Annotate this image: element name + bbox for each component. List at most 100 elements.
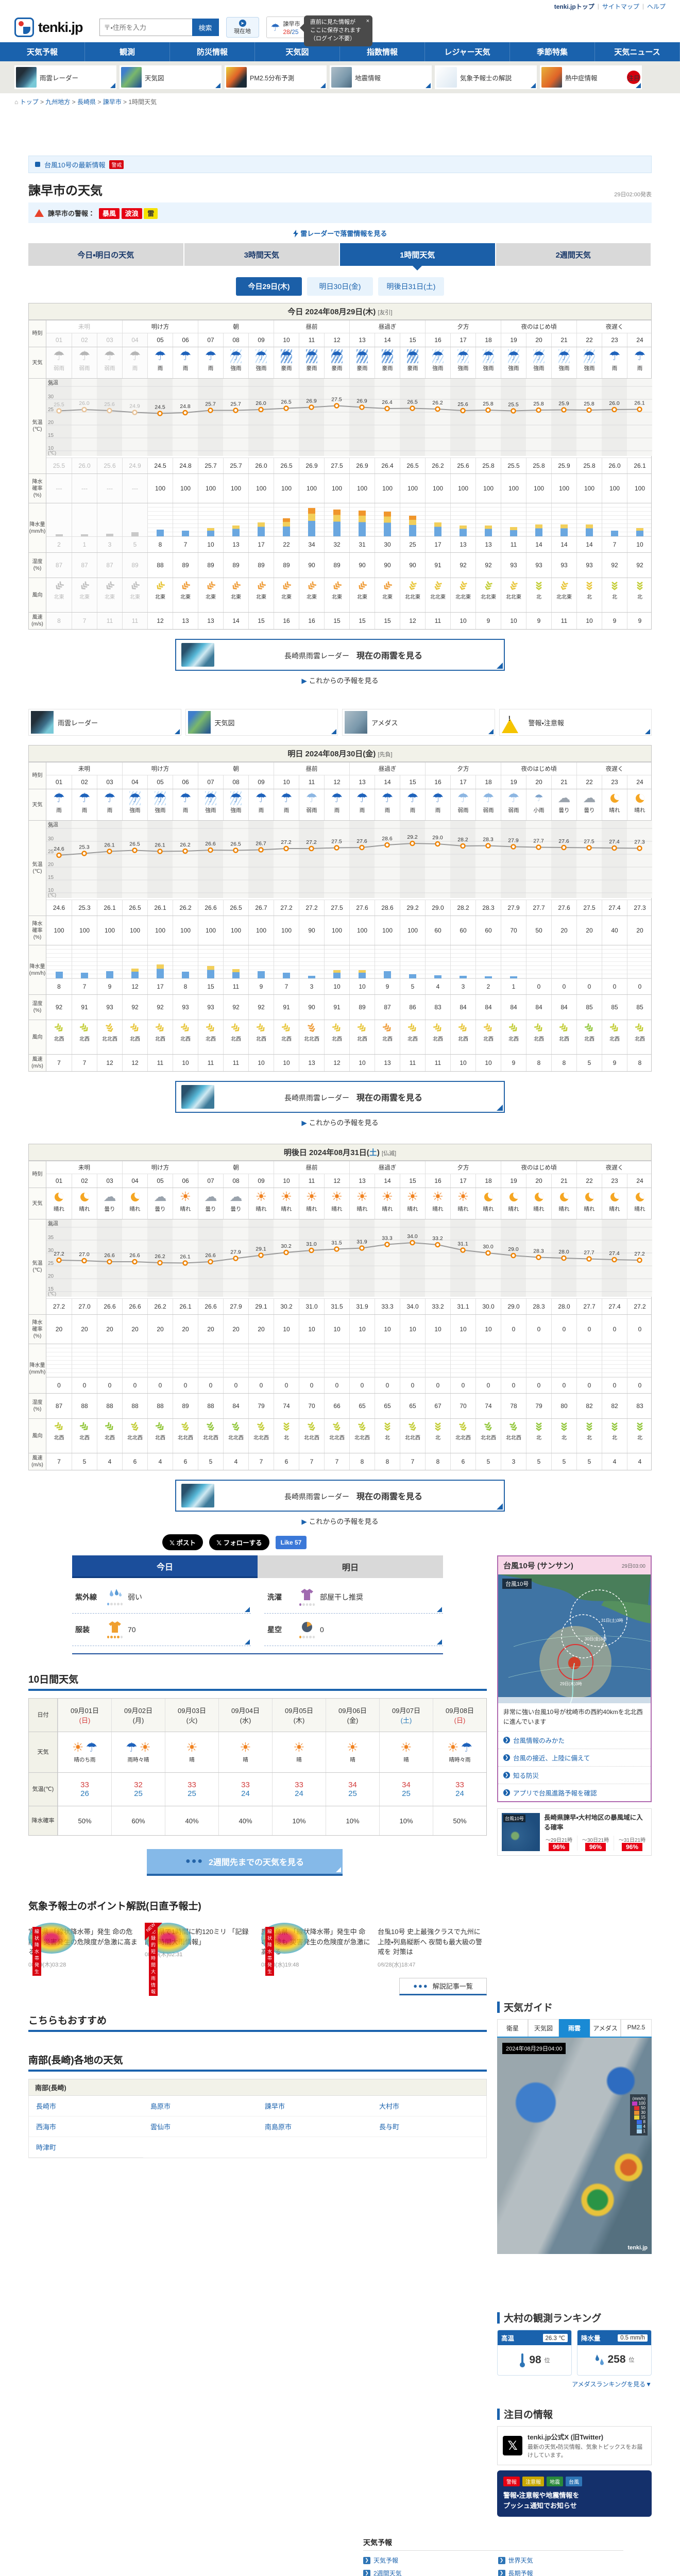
x-follow-button[interactable]: 𝕏 フォローする (209, 1534, 269, 1550)
quicklink-天気図[interactable]: 天気図 (185, 709, 338, 736)
guide-tab-アメダス[interactable]: アメダス (590, 2019, 621, 2037)
city-link-雲仙市[interactable]: 雲仙市 (143, 2116, 258, 2137)
shortcut-card[interactable]: 気象予報士の解説 (435, 65, 537, 89)
ranking-card-降水量[interactable]: 降水量 0.5 mm/h 258 位 (577, 2330, 652, 2376)
shortcut-card[interactable]: 雨雲レーダー (14, 65, 116, 89)
breadcrumb-link[interactable]: トップ (20, 98, 39, 106)
footer-link[interactable]: ❯ 長期予報 (498, 2567, 624, 2576)
tenday-date-cell[interactable]: 09月02日 (月) (111, 1699, 165, 1732)
day-tab[interactable]: 明後日31日(土) (378, 277, 444, 296)
top-link-sitemap[interactable]: サイトマップ (602, 3, 639, 10)
city-link-時津町[interactable]: 時津町 (29, 2137, 143, 2158)
guide-tab-天気図[interactable]: 天気図 (528, 2019, 559, 2037)
lightning-radar-link[interactable]: 雷レーダーで落雷情報を見る (300, 230, 387, 238)
tenday-date-cell[interactable]: 09月01日 (日) (58, 1699, 111, 1732)
forecast-more-link[interactable]: ▶ これからの予報を見る (301, 677, 379, 685)
tab-今日・明日の天気[interactable]: 今日・明日の天気 (28, 243, 183, 266)
tenday-date-cell[interactable]: 09月08日 (日) (433, 1699, 486, 1732)
index-tab-今日[interactable]: 今日 (72, 1555, 258, 1578)
warning-badge[interactable]: 暴風 (99, 208, 120, 219)
search-input[interactable] (99, 19, 192, 36)
city-link-島原市[interactable]: 島原市 (143, 2096, 258, 2116)
advisory-badge[interactable]: 雷 (144, 208, 158, 219)
day-tab[interactable]: 今日29日(木) (236, 277, 302, 296)
shortcut-card[interactable]: 熱中症情報 注目 (540, 65, 642, 89)
forecast-more-link[interactable]: ▶ これからの予報を見る (301, 1518, 379, 1526)
index-row-紫外線[interactable]: 紫外線 弱い (72, 1581, 251, 1614)
breadcrumb-link[interactable]: 九州地方 (45, 98, 71, 106)
tenday-date-cell[interactable]: 09月06日 (金) (326, 1699, 379, 1732)
commentary-article[interactable]: 記録的短時間大雨情報NEW宮崎県で1時間に約120ミリ 「記録的短時間大雨情報」… (145, 1922, 254, 1996)
nav-item[interactable]: 防災情報 (170, 42, 255, 61)
shortcut-card[interactable]: 天気図 (120, 65, 222, 89)
typhoon-link[interactable]: ❯ アプリで台風進路予報を確認 (498, 1784, 651, 1801)
typhoon-link[interactable]: ❯ 台風の接近、上陸に備えて (498, 1749, 651, 1767)
typhoon-track-map[interactable]: 30日(金)3時 31日(土)3時 29日(木)3時 台風10号 (498, 1574, 651, 1703)
commentary-article[interactable]: 線状降水帯発生鹿児島県 「線状降水帯」発生中 命の危険も 災害発生の危険度が急激… (261, 1923, 370, 1976)
commentary-list-button[interactable]: ●●● 解説記事一覧 (399, 1977, 487, 1995)
typhoon-link[interactable]: ❯ 台風情報のみかた (498, 1732, 651, 1750)
nav-item[interactable]: 季節特集 (510, 42, 595, 61)
ranking-card-高温[interactable]: 高温 26.3 ℃ 98 位 (497, 2330, 572, 2376)
top-link-help[interactable]: ヘルプ (647, 3, 666, 10)
tooltip-close-icon[interactable]: × (366, 18, 369, 24)
commentary-article[interactable]: 台風10号 史上最強クラスで九州に上陸・列島縦断へ 夜間も最大級の警戒を 対策は… (378, 1928, 483, 1968)
breadcrumb-link[interactable]: 長崎県 (77, 98, 96, 106)
rain-radar-banner[interactable]: 長崎県雨雲レーダー 現在の雨雲を見る (175, 1081, 505, 1113)
facebook-like-button[interactable]: Like 57 (275, 1535, 307, 1549)
nav-item[interactable]: 指数情報 (340, 42, 425, 61)
rain-radar-banner[interactable]: 長崎県雨雲レーダー 現在の雨雲を見る (175, 1480, 505, 1512)
x-post-button[interactable]: 𝕏 ポスト (162, 1534, 203, 1550)
guide-tab-雨雲[interactable]: 雨雲 (559, 2019, 590, 2037)
tab-3時間天気[interactable]: 3時間天気 (184, 243, 339, 266)
tenday-date-cell[interactable]: 09月07日 (土) (379, 1699, 433, 1732)
nav-item[interactable]: 観測 (85, 42, 170, 61)
radar-map[interactable]: 2024年08月29日04:00 (mm/h) 100 50 30 15 8 4 1 tenk… (497, 2038, 652, 2255)
typhoon-link[interactable]: ❯ 知る防災 (498, 1767, 651, 1785)
footer-link[interactable]: ❯ 天気予報 (363, 2554, 489, 2567)
footer-link[interactable]: ❯ 2週間天気 (363, 2567, 489, 2576)
typhoon-latest-link[interactable]: 台風10号の最新情報 (44, 161, 106, 169)
tab-1時間天気[interactable]: 1時間天気 (340, 243, 495, 270)
tenday-date-cell[interactable]: 09月05日 (木) (272, 1699, 326, 1732)
shortcut-card[interactable]: PM2.5分布予測 (225, 65, 327, 89)
warning-badge[interactable]: 波浪 (121, 208, 142, 219)
site-logo[interactable]: tenki.jp (14, 18, 83, 37)
app-banner[interactable]: 警報 注意報 地震 台風 警報・注意報や地震情報を プッシュ通知でお知らせ (497, 2470, 652, 2517)
shortcut-card[interactable]: 地震情報 (330, 65, 432, 89)
two-week-forecast-button[interactable]: ●●● 2週間先までの天気を見る (147, 1849, 343, 1876)
rain-radar-banner[interactable]: 長崎県雨雲レーダー 現在の雨雲を見る (175, 639, 505, 671)
index-row-星空[interactable]: 星空 0 (264, 1614, 443, 1646)
city-link-長崎市[interactable]: 長崎市 (29, 2096, 143, 2116)
storm-probability-card[interactable]: 台風10号 長崎県諫早・大村地区の暴風域に入る確率 ～29日21時96% ～30日… (497, 1808, 652, 1856)
guide-tab-PM2.5[interactable]: PM2.5 (621, 2019, 652, 2037)
search-button[interactable]: 検索 (192, 19, 219, 36)
quicklink-警報・注意報[interactable]: 警報・注意報 (499, 709, 652, 736)
index-row-洗濯[interactable]: 洗濯 部屋干し推奨 (264, 1581, 443, 1614)
nav-item[interactable]: 天気ニュース (595, 42, 680, 61)
city-link-西海市[interactable]: 西海市 (29, 2116, 143, 2137)
quicklink-雨雲レーダー[interactable]: 雨雲レーダー (28, 709, 181, 736)
city-link-諫早市[interactable]: 諫早市 (258, 2096, 372, 2116)
nav-item[interactable]: レジャー天気 (425, 42, 510, 61)
forecast-more-link[interactable]: ▶ これからの予報を見る (301, 1119, 379, 1127)
guide-tab-衛星[interactable]: 衛星 (497, 2019, 528, 2037)
day-tab[interactable]: 明日30日(金) (307, 277, 373, 296)
breadcrumb-link[interactable]: 諫早市 (103, 98, 122, 106)
footer-link[interactable]: ❯ 世界天気 (498, 2554, 624, 2567)
nav-item[interactable]: 天気図 (255, 42, 340, 61)
index-tab-明日[interactable]: 明日 (258, 1555, 443, 1578)
tenday-date-cell[interactable]: 09月03日 (火) (165, 1699, 218, 1732)
amedas-ranking-link[interactable]: アメダスランキングを見る▼ (572, 2381, 652, 2388)
quicklink-アメダス[interactable]: アメダス (342, 709, 495, 736)
tab-2週間天気[interactable]: 2週間天気 (496, 243, 651, 266)
top-link-home[interactable]: tenki.jpトップ (554, 3, 594, 10)
city-link-大村市[interactable]: 大村市 (372, 2096, 486, 2116)
commentary-article[interactable]: 線状降水帯発生宮崎県 「線状降水帯」発生 命の危険も 災害発生の危険度が急激に高… (28, 1923, 138, 1976)
official-x-card[interactable]: 𝕏 tenki.jp公式X (旧Twitter) 最新の天気・防災情報、気象トピ… (497, 2426, 652, 2466)
tenday-date-cell[interactable]: 09月04日 (水) (218, 1699, 272, 1732)
city-link-長与町[interactable]: 長与町 (372, 2116, 486, 2137)
nav-item[interactable]: 天気予報 (0, 42, 85, 61)
current-location-button[interactable]: ➤ 現在地 (226, 17, 259, 38)
index-row-服装[interactable]: 服装 70 (72, 1614, 251, 1646)
